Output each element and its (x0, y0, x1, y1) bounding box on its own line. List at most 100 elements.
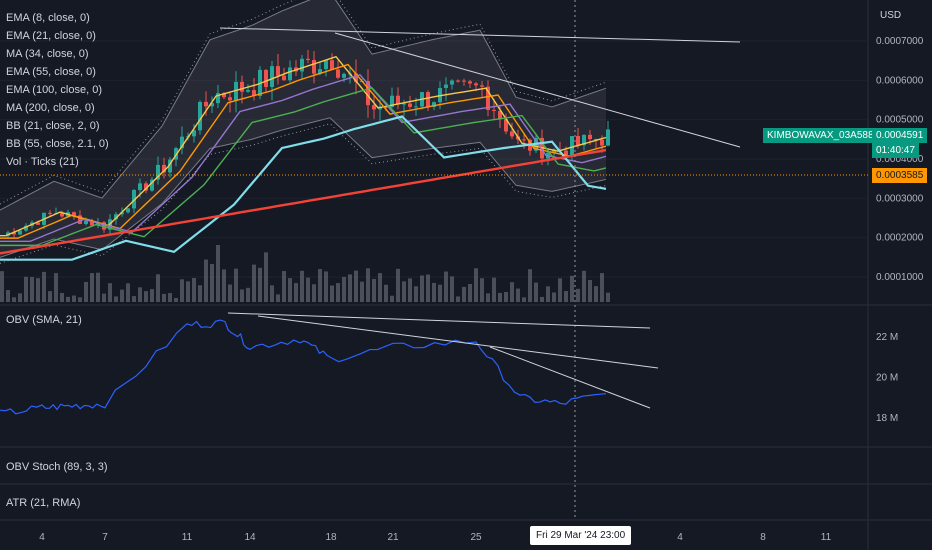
indicator-ma200[interactable]: MA (200, close, 0) (6, 102, 95, 114)
volume-bar (84, 281, 88, 302)
candle-body (300, 58, 304, 72)
indicator-ma34[interactable]: MA (34, close, 0) (6, 48, 89, 60)
time-tick-label: 8 (760, 532, 766, 543)
volume-bar (114, 296, 118, 302)
price-tick-label: 0.0004000 (876, 154, 924, 165)
bollinger55-lower (0, 123, 607, 264)
candle-body (324, 60, 328, 70)
indicator-ema21[interactable]: EMA (21, close, 0) (6, 30, 96, 42)
volume-bar (36, 278, 40, 302)
last-price-badge: 0.0004591 (872, 128, 928, 143)
volume-bar (294, 283, 298, 302)
volume-bar (60, 292, 64, 302)
volume-bar (186, 281, 190, 302)
volume-bar (276, 294, 280, 302)
candle-body (114, 214, 118, 220)
volume-bar (402, 281, 406, 302)
volume-bar (252, 264, 256, 302)
candle-body (462, 80, 466, 82)
candle-body (486, 86, 490, 110)
time-tick-label: 7 (102, 532, 108, 543)
candle-body (72, 212, 76, 216)
volume-bar (426, 274, 430, 302)
volume-bar (312, 284, 316, 302)
volume-bar (348, 274, 352, 302)
ema100-line (0, 115, 607, 261)
volume-bar (192, 277, 196, 302)
candle-body (120, 212, 124, 215)
volume-bar (198, 285, 202, 302)
indicator-ema55[interactable]: EMA (55, close, 0) (6, 66, 96, 78)
candle-body (216, 93, 220, 104)
candle-body (372, 105, 376, 110)
volume-bar (210, 264, 214, 302)
volume-bar (168, 293, 172, 302)
volume-bar (540, 296, 544, 302)
volume-bar (138, 287, 142, 302)
volume-bar (474, 268, 478, 302)
volume-bar (222, 269, 226, 302)
candle-body (312, 59, 316, 74)
volume-bar (270, 285, 274, 302)
candle-body (330, 60, 334, 70)
candle-body (36, 222, 40, 225)
candle-body (18, 230, 22, 235)
obv-tick-label: 22 M (876, 332, 898, 343)
candle-body (318, 69, 322, 74)
volume-bar (522, 297, 526, 302)
time-tick-label: 11 (182, 532, 193, 543)
volume-bar (510, 282, 514, 302)
indicator-ema100[interactable]: EMA (100, close, 0) (6, 84, 102, 96)
price-tick-label: 0.0001000 (876, 272, 924, 283)
obv-tick-label: 18 M (876, 413, 898, 424)
volume-bar (468, 283, 472, 302)
candle-body (570, 135, 574, 157)
obv-line (0, 319, 607, 415)
candle-body (594, 139, 598, 141)
candle-body (168, 159, 172, 173)
volume-bar (90, 273, 94, 302)
volume-bar (588, 280, 592, 302)
volume-bar (180, 279, 184, 302)
volume-bar (72, 295, 76, 302)
indicator-atr[interactable]: ATR (21, RMA) (6, 497, 81, 509)
candle-body (192, 130, 196, 137)
volume-bar (318, 268, 322, 302)
indicator-obv[interactable]: OBV (SMA, 21) (6, 314, 82, 326)
volume-bar (360, 281, 364, 302)
indicator-bb55[interactable]: BB (55, close, 2.1, 0) (6, 138, 109, 150)
volume-bar (498, 292, 502, 302)
candle-body (414, 106, 418, 108)
ma-price-badge: 0.0003585 (872, 168, 928, 183)
volume-bar (564, 291, 568, 302)
candle-body (336, 69, 340, 78)
volume-bar (150, 289, 154, 302)
time-tick-label: 4 (39, 532, 45, 543)
volume-bar (480, 278, 484, 302)
indicator-bb21[interactable]: BB (21, close, 2, 0) (6, 120, 100, 132)
candle-body (276, 66, 280, 76)
candle-body (198, 101, 202, 131)
volume-bar (282, 271, 286, 302)
candle-body (456, 80, 460, 82)
volume-bar (18, 293, 22, 302)
candle-body (498, 110, 502, 120)
bollinger-upper (0, 0, 607, 211)
volume-bar (384, 284, 388, 302)
volume-bar (30, 277, 34, 302)
candle-body (564, 150, 568, 157)
obv-trendline (489, 346, 651, 409)
currency-label[interactable]: USD (880, 10, 902, 21)
indicator-obv-stoch[interactable]: OBV Stoch (89, 3, 3) (6, 461, 108, 473)
candle-body (228, 97, 232, 101)
candle-body (426, 92, 430, 107)
candle-body (474, 83, 478, 86)
candle-body (180, 136, 184, 149)
indicator-volume[interactable]: Vol · Ticks (21) (6, 156, 79, 168)
indicator-ema8[interactable]: EMA (8, close, 0) (6, 12, 90, 24)
volume-bar (528, 269, 532, 302)
crosshair-date-label: Fri 29 Mar '24 23:00 (530, 526, 632, 545)
time-tick-label: 11 (821, 532, 832, 543)
volume-bar (228, 284, 232, 302)
